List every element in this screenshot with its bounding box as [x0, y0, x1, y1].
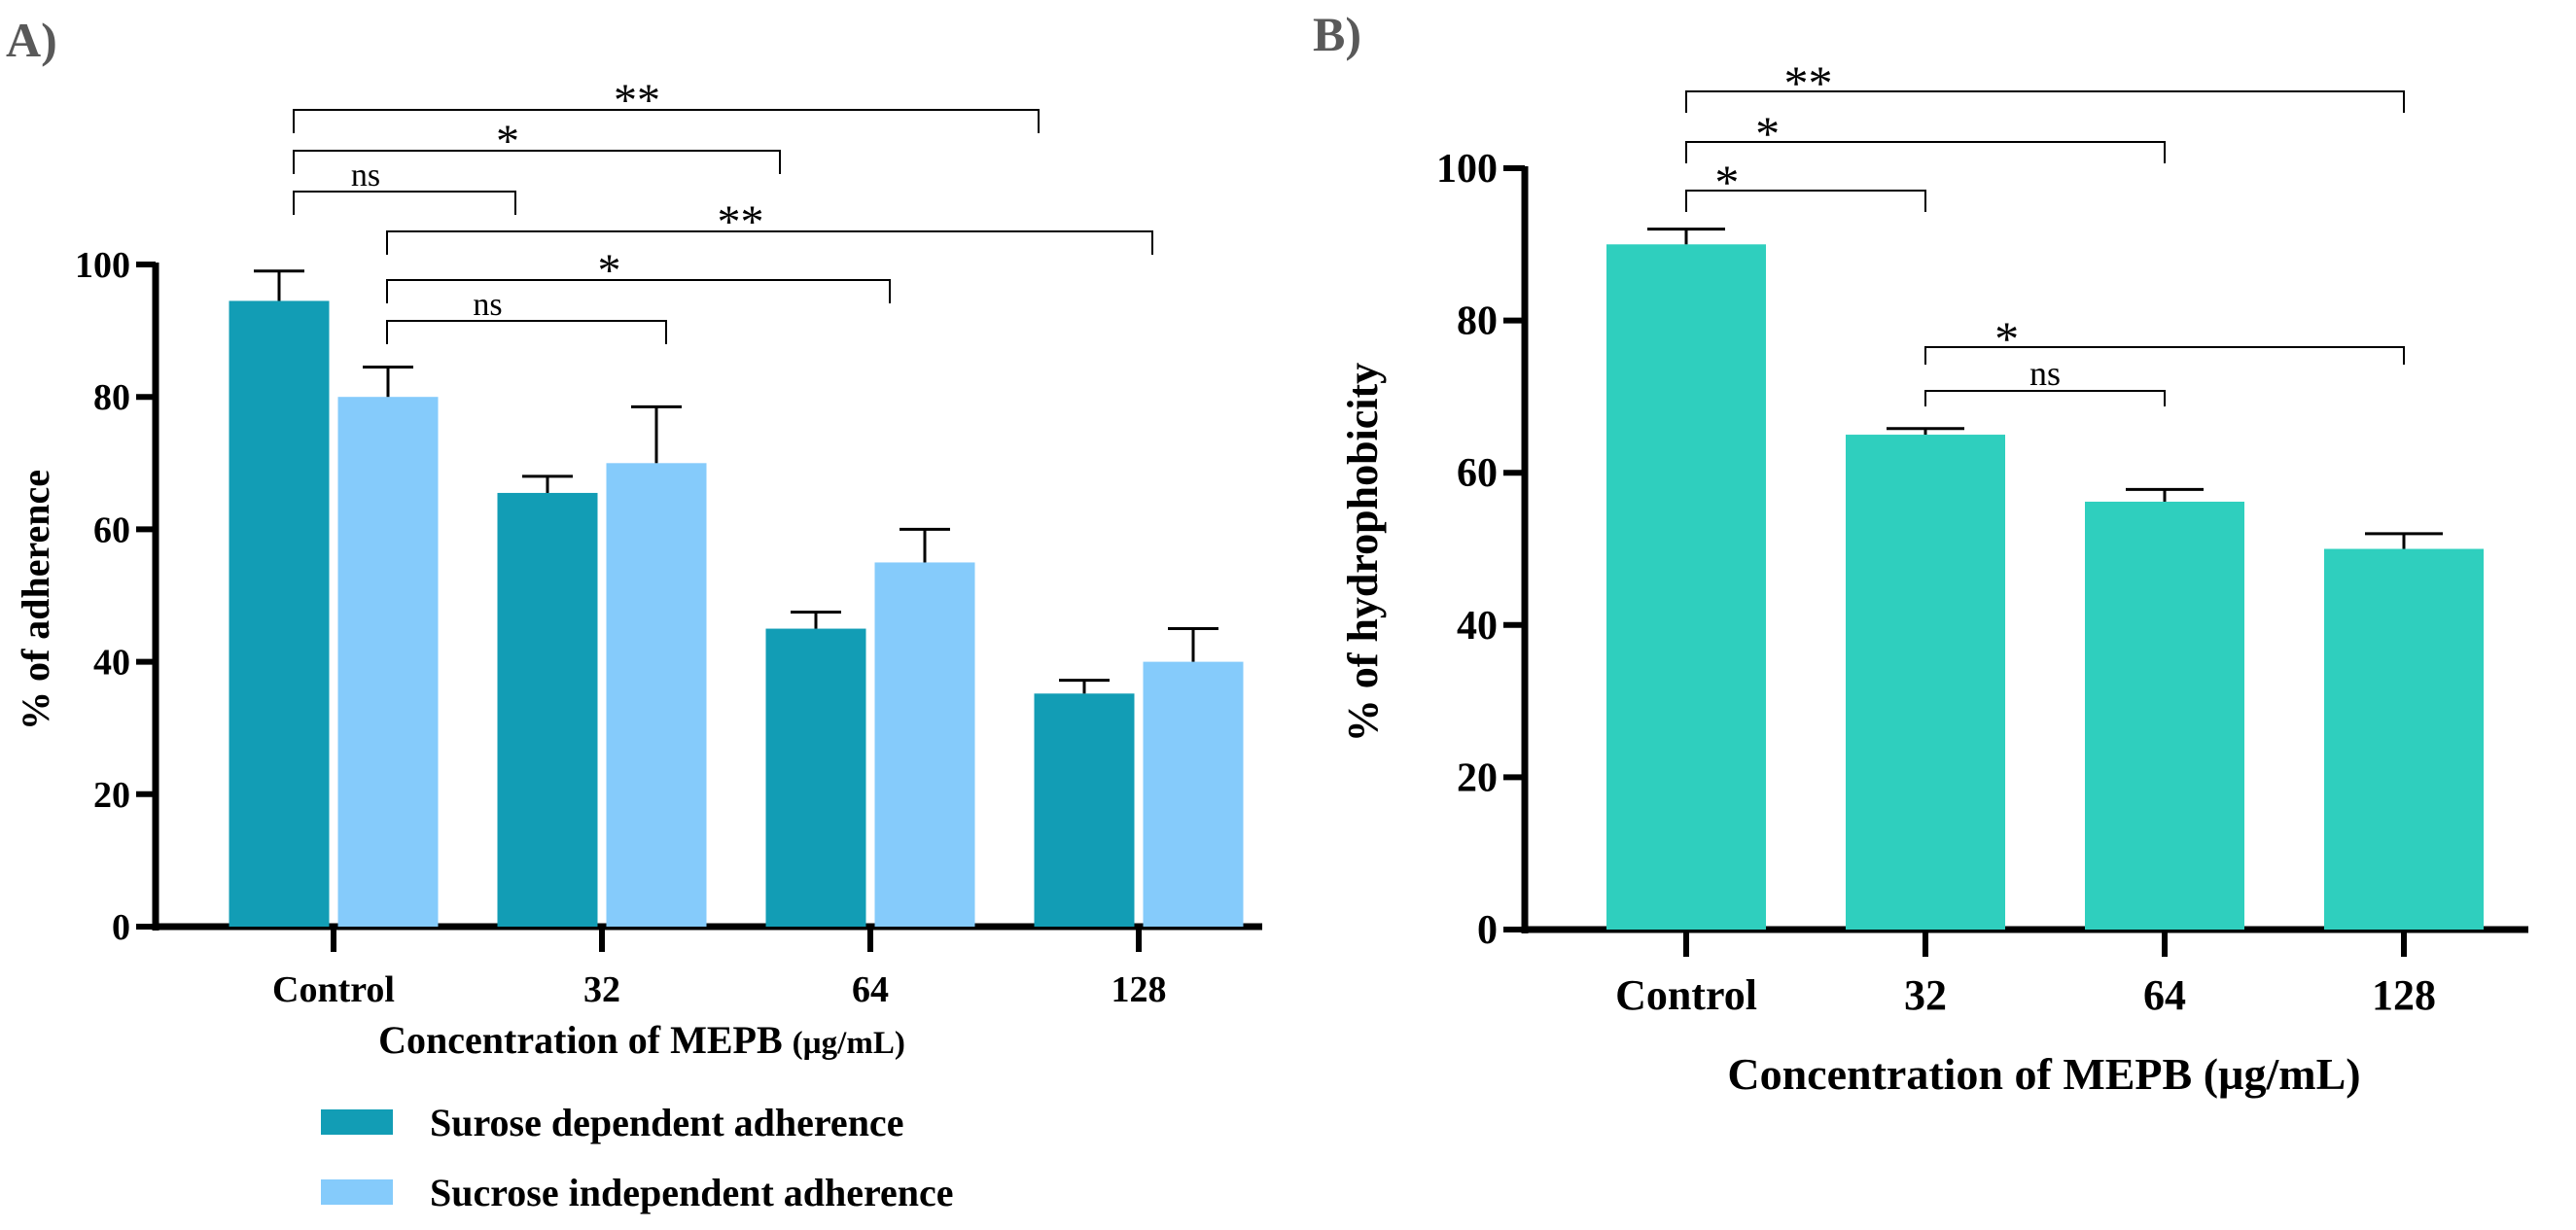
x-tick-label: 32	[583, 969, 620, 1010]
significance-label: *	[598, 245, 621, 297]
bar-surose-dependent-adherence-64	[765, 628, 866, 927]
y-tick-label-b: 60	[1457, 451, 1498, 496]
bar-sucrose-independent-adherence-32	[606, 463, 707, 927]
significance-bracket: ns	[386, 287, 667, 344]
legend-swatch-sucrose-dependent	[321, 1109, 393, 1135]
bracket-line	[293, 191, 516, 215]
x-axis-label-main: Concentration of MEPB	[378, 1018, 783, 1062]
panel-a-label: A)	[6, 13, 57, 67]
significance-bracket: *	[293, 116, 781, 174]
bar-hydrophobicity-control	[1606, 244, 1766, 931]
bar-sucrose-independent-adherence-128	[1143, 661, 1244, 927]
legend-swatch-sucrose-independent	[321, 1179, 393, 1205]
significance-bracket-b: *	[1924, 311, 2405, 366]
bar-hydrophobicity-32	[1846, 435, 2005, 930]
y-tick-label: 0	[112, 907, 130, 948]
x-axis-label-unit: (µg/mL)	[793, 1026, 905, 1061]
bracket-line-b	[1924, 346, 2405, 365]
significance-bracket-b: **	[1685, 55, 2405, 113]
significance-bracket-b: *	[1685, 155, 1926, 212]
x-axis-label-b: Concentration of MEPB (µg/mL)	[1727, 1049, 2360, 1099]
legend: Surose dependent adherence Sucrose indep…	[321, 1101, 954, 1214]
x-axis-label: Concentration of MEPB (µg/mL)	[378, 1018, 905, 1062]
significance-label-b: *	[1714, 155, 1739, 209]
significance-label-b: *	[1994, 311, 2019, 366]
y-tick-label-b: 100	[1436, 147, 1498, 192]
bracket-line	[386, 230, 1153, 255]
bar-surose-dependent-adherence-32	[497, 492, 598, 927]
bracket-line	[293, 109, 1040, 133]
y-tick-label-b: 80	[1457, 299, 1498, 344]
x-tick-label-b: 32	[1904, 971, 1947, 1019]
significance-label: **	[614, 75, 660, 126]
y-tick-label: 60	[93, 510, 130, 550]
bar-hydrophobicity-64	[2085, 501, 2244, 930]
significance-bracket-b: *	[1685, 106, 2166, 163]
x-tick-label-b: 128	[2372, 971, 2436, 1019]
bracket-line-b	[1924, 390, 2166, 406]
y-tick-label: 100	[75, 245, 130, 286]
bar-surose-dependent-adherence-control	[229, 300, 330, 928]
bracket-line-b	[1685, 141, 2166, 163]
bracket-line	[386, 320, 667, 344]
bar-surose-dependent-adherence-128	[1034, 693, 1135, 927]
x-tick-label: Control	[272, 969, 395, 1010]
y-tick-label: 80	[93, 377, 130, 418]
significance-label: ns	[473, 287, 502, 323]
bar-hydrophobicity-128	[2324, 548, 2484, 930]
y-axis-label: % of adherence	[14, 470, 57, 730]
x-tick-label-b: 64	[2143, 971, 2186, 1019]
y-tick-label-b: 0	[1477, 908, 1498, 953]
significance-label-b: ns	[2029, 354, 2061, 393]
significance-bracket: ns	[293, 158, 516, 215]
bracket-line-b	[1685, 190, 1926, 212]
significance-bracket: *	[386, 245, 891, 303]
y-axis-label-b: % of hydrophobicity	[1339, 363, 1387, 742]
bracket-line-b	[1685, 90, 2405, 113]
y-tick-label-b: 40	[1457, 604, 1498, 649]
panel-b-label: B)	[1313, 7, 1361, 61]
y-tick-label-b: 20	[1457, 756, 1498, 800]
legend-label-sucrose-dependent: Surose dependent adherence	[430, 1101, 903, 1144]
significance-label: ns	[351, 158, 380, 193]
y-tick-label: 40	[93, 643, 130, 684]
x-tick-label: 128	[1112, 969, 1167, 1010]
significance-label: *	[496, 116, 519, 167]
y-tick-label: 20	[93, 775, 130, 816]
bracket-line	[386, 279, 891, 303]
legend-label-sucrose-independent: Sucrose independent adherence	[430, 1171, 954, 1214]
bar-sucrose-independent-adherence-control	[337, 397, 439, 927]
significance-label: **	[718, 196, 764, 248]
significance-label-b: **	[1783, 55, 1832, 110]
significance-label-b: *	[1755, 106, 1780, 160]
x-tick-label: 64	[852, 969, 889, 1010]
significance-bracket: **	[386, 196, 1153, 255]
significance-bracket: **	[293, 75, 1040, 133]
x-tick-label-b: Control	[1615, 971, 1757, 1019]
significance-bracket-b: ns	[1924, 354, 2166, 406]
bracket-line	[293, 150, 781, 174]
bar-sucrose-independent-adherence-64	[874, 562, 975, 927]
